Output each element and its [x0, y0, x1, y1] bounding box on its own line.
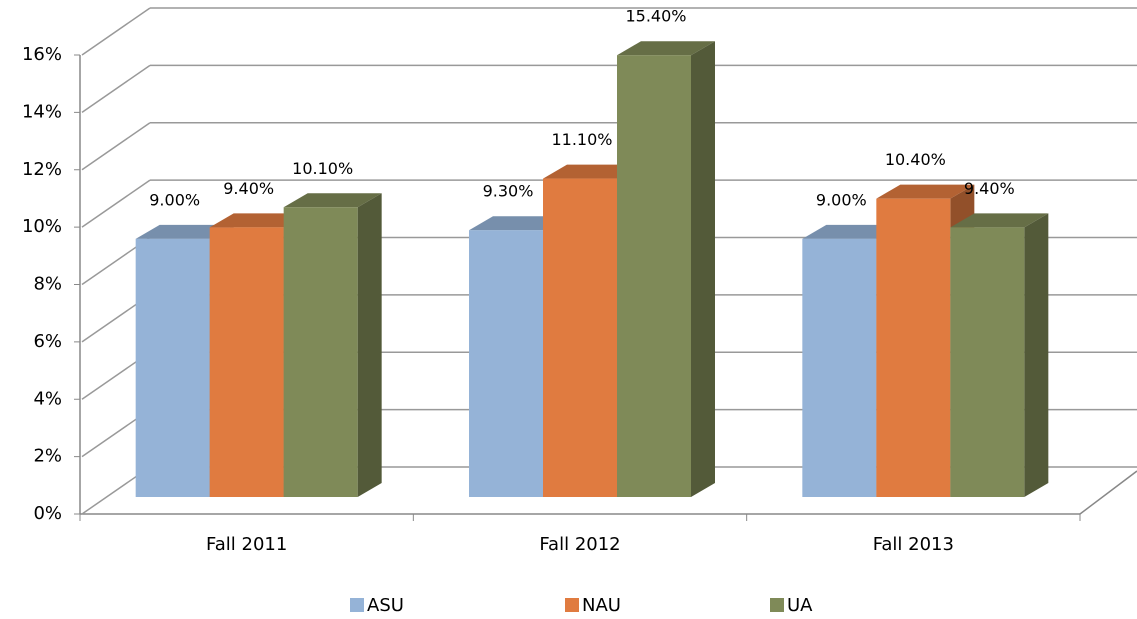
bar-side [1024, 213, 1049, 497]
x-tick-label: Fall 2011 [206, 534, 287, 555]
bar-top [802, 224, 901, 239]
bar-top [543, 164, 641, 179]
y-tick-label: 16% [22, 44, 62, 65]
bar-top [469, 216, 567, 231]
bar [209, 227, 284, 497]
bar-side [357, 193, 382, 497]
legend-swatch [565, 598, 579, 612]
bar [802, 238, 877, 497]
x-tick-label: Fall 2013 [873, 534, 954, 555]
bar-top [950, 213, 1049, 228]
grid-diagonal [81, 7, 151, 56]
y-tick-label: 0% [33, 503, 62, 524]
bar [950, 227, 1025, 497]
y-tick-label: 4% [33, 388, 62, 409]
value-label: 9.00% [816, 190, 867, 209]
legend-swatch [350, 598, 364, 612]
bar-top [876, 184, 975, 199]
value-label: 10.40% [885, 150, 946, 169]
bar [543, 178, 617, 497]
bar [617, 55, 691, 498]
value-label: 9.40% [964, 179, 1015, 198]
grid-diagonal [81, 64, 151, 113]
x-tick-label: Fall 2012 [539, 534, 620, 555]
floor-edge [1079, 470, 1137, 515]
y-tick-label: 10% [22, 216, 62, 237]
y-tick-label: 2% [33, 446, 62, 467]
bar-top [209, 213, 308, 228]
grid-diagonal [81, 179, 151, 228]
value-label: 15.40% [625, 7, 686, 26]
value-label: 9.30% [483, 182, 534, 201]
bar-top [617, 41, 715, 56]
grid-diagonal [81, 122, 151, 171]
legend-label: ASU [367, 595, 404, 616]
value-label: 10.10% [292, 159, 353, 178]
bar-top [135, 224, 234, 239]
y-tick-label: 14% [22, 101, 62, 122]
value-label: 11.10% [551, 130, 612, 149]
y-tick-label: 6% [33, 331, 62, 352]
bar [135, 238, 210, 497]
y-tick-label: 8% [33, 274, 62, 295]
bar-side [691, 41, 715, 498]
bar [283, 207, 358, 497]
bar-top [283, 193, 382, 208]
value-label: 9.40% [223, 179, 274, 198]
bar [469, 230, 543, 498]
legend-label: NAU [582, 595, 621, 616]
value-label: 9.00% [149, 190, 200, 209]
y-tick-label: 12% [22, 159, 62, 180]
bar [876, 198, 951, 497]
legend-label: UA [787, 595, 813, 616]
legend-swatch [770, 598, 784, 612]
